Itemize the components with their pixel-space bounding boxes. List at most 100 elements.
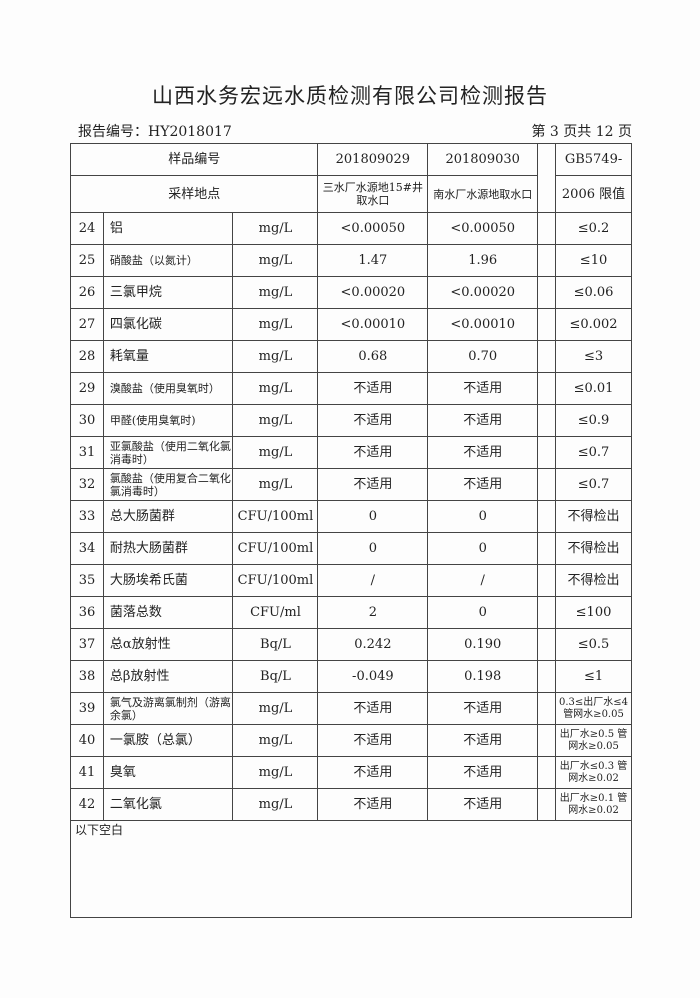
value-sample-b: 不适用 (427, 788, 539, 821)
blank-cell (537, 500, 557, 533)
value-sample-b: 不适用 (427, 692, 539, 725)
value-sample-b: 0.70 (427, 340, 539, 373)
table-row: 42 二氧化氯 mg/L 不适用 不适用 出厂水≥0.1 管网水≥0.02 (70, 788, 632, 821)
limit-value: 出厂水≤0.3 管网水≥0.02 (555, 756, 632, 789)
value-sample-b: 不适用 (427, 724, 539, 757)
sample-b-no: 201809030 (427, 143, 539, 176)
blank-cell (537, 372, 557, 405)
limit-value: ≤0.5 (555, 628, 632, 661)
row-number: 29 (70, 372, 104, 405)
unit: mg/L (232, 244, 319, 277)
value-sample-b: 0 (427, 500, 539, 533)
unit: CFU/ml (232, 596, 319, 629)
value-sample-a: 不适用 (317, 756, 429, 789)
parameter-name: 四氯化碳 (102, 308, 234, 341)
value-sample-a: / (317, 564, 429, 597)
blank-cell (537, 340, 557, 373)
row-number: 30 (70, 404, 104, 437)
row-number: 38 (70, 660, 104, 693)
blank-cell (537, 756, 557, 789)
parameter-name: 总大肠菌群 (102, 500, 234, 533)
value-sample-a: <0.00010 (317, 308, 429, 341)
value-sample-a: 0.242 (317, 628, 429, 661)
parameter-name: 耗氧量 (102, 340, 234, 373)
table-row: 24 铝 mg/L <0.00050 <0.00050 ≤0.2 (70, 212, 632, 245)
unit: Bq/L (232, 660, 319, 693)
report-number: 报告编号：HY2018017 (78, 124, 232, 140)
table-row: 34 耐热大肠菌群 CFU/100ml 0 0 不得检出 (70, 532, 632, 565)
blank-cell (537, 212, 557, 245)
limit-value: ≤0.06 (555, 276, 632, 309)
value-sample-b: 不适用 (427, 468, 539, 501)
blank-cell (537, 692, 557, 725)
site-label: 采样地点 (69, 175, 319, 213)
header-row-site: 采样地点 三水厂水源地15#井取水口 南水厂水源地取水口 2006 限值 (69, 175, 632, 213)
parameter-name: 臭氧 (102, 756, 234, 789)
table-row: 33 总大肠菌群 CFU/100ml 0 0 不得检出 (70, 500, 632, 533)
unit: mg/L (232, 692, 319, 725)
value-sample-a: 不适用 (317, 788, 429, 821)
table-row: 30 甲醛(使用臭氧时) mg/L 不适用 不适用 ≤0.9 (70, 404, 632, 437)
blank-cell (537, 276, 557, 309)
unit: mg/L (232, 340, 319, 373)
limit-value: ≤100 (555, 596, 632, 629)
limit-label-1: GB5749- (555, 143, 632, 176)
value-sample-a: 0 (317, 532, 429, 565)
header-row-sample-no: 样品编号 201809029 201809030 GB5749- (69, 143, 632, 213)
blank-cell (537, 660, 557, 693)
site-a: 三水厂水源地15#井取水口 (317, 175, 429, 213)
table-row: 27 四氯化碳 mg/L <0.00010 <0.00010 ≤0.002 (70, 308, 632, 341)
value-sample-a: 0 (317, 500, 429, 533)
row-number: 25 (70, 244, 104, 277)
value-sample-a: <0.00020 (317, 276, 429, 309)
row-number: 41 (70, 756, 104, 789)
limit-value: ≤0.7 (555, 436, 632, 469)
limit-value: 不得检出 (555, 532, 632, 565)
footer-note: 以下空白 (70, 820, 632, 918)
value-sample-b: 不适用 (427, 372, 539, 405)
blank-column (537, 143, 557, 213)
value-sample-b: 0.198 (427, 660, 539, 693)
row-number: 39 (70, 692, 104, 725)
unit: mg/L (232, 212, 319, 245)
table-row: 31 亚氯酸盐（使用二氧化氯消毒时） mg/L 不适用 不适用 ≤0.7 (70, 436, 632, 469)
limit-value: 出厂水≥0.1 管网水≥0.02 (555, 788, 632, 821)
row-number: 34 (70, 532, 104, 565)
parameter-name: 铝 (102, 212, 234, 245)
parameter-name: 三氯甲烷 (102, 276, 234, 309)
value-sample-b: 1.96 (427, 244, 539, 277)
value-sample-b: 0 (427, 596, 539, 629)
row-number: 26 (70, 276, 104, 309)
limit-value: ≤0.7 (555, 468, 632, 501)
row-number: 28 (70, 340, 104, 373)
blank-cell (537, 532, 557, 565)
table-row: 37 总α放射性 Bq/L 0.242 0.190 ≤0.5 (70, 628, 632, 661)
limit-value: 出厂水≥0.5 管网水≥0.05 (555, 724, 632, 757)
table-row: 39 氯气及游离氯制剂（游离余氯） mg/L 不适用 不适用 0.3≤出厂水≤4 管网水≥… (70, 692, 632, 725)
value-sample-a: <0.00050 (317, 212, 429, 245)
limit-label-2: 2006 限值 (555, 175, 632, 213)
value-sample-a: 不适用 (317, 724, 429, 757)
parameter-name: 一氯胺（总氯） (102, 724, 234, 757)
blank-cell (537, 308, 557, 341)
results-table: 样品编号 201809029 201809030 GB5749- 采样地点 三水… (69, 143, 632, 918)
table-row: 40 一氯胺（总氯） mg/L 不适用 不适用 出厂水≥0.5 管网水≥0.05 (70, 724, 632, 757)
limit-value: ≤0.9 (555, 404, 632, 437)
row-number: 40 (70, 724, 104, 757)
page-info: 第 3 页共 12 页 (531, 124, 632, 140)
value-sample-a: 不适用 (317, 692, 429, 725)
row-number: 42 (70, 788, 104, 821)
table-row: 32 氯酸盐（使用复合二氧化氯消毒时） mg/L 不适用 不适用 ≤0.7 (70, 468, 632, 501)
row-number: 32 (70, 468, 104, 501)
table-row: 26 三氯甲烷 mg/L <0.00020 <0.00020 ≤0.06 (70, 276, 632, 309)
unit: mg/L (232, 756, 319, 789)
parameter-name: 大肠埃希氏菌 (102, 564, 234, 597)
blank-cell (537, 436, 557, 469)
parameter-name: 菌落总数 (102, 596, 234, 629)
row-number: 24 (70, 212, 104, 245)
row-number: 37 (70, 628, 104, 661)
limit-value: ≤3 (555, 340, 632, 373)
value-sample-a: 0.68 (317, 340, 429, 373)
unit: mg/L (232, 372, 319, 405)
value-sample-a: 不适用 (317, 468, 429, 501)
